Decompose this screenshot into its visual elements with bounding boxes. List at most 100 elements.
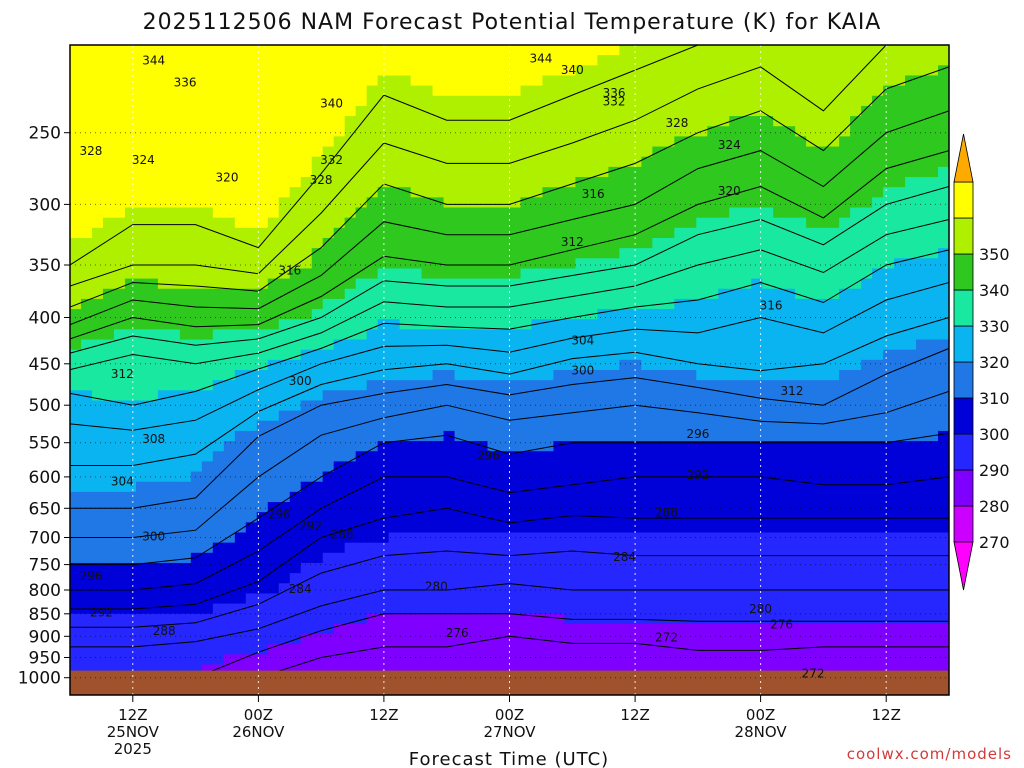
theta-cell — [630, 268, 642, 280]
theta-cell — [553, 258, 566, 270]
theta-cell — [509, 116, 522, 127]
theta-cell — [124, 552, 137, 564]
theta-cell — [652, 512, 664, 523]
theta-cell — [388, 207, 401, 219]
theta-cell — [311, 217, 324, 229]
theta-cell — [179, 603, 192, 615]
theta-cell — [597, 288, 609, 300]
theta-cell — [322, 45, 335, 56]
theta-cell — [773, 309, 785, 320]
theta-cell — [498, 258, 511, 270]
theta-cell — [773, 380, 785, 391]
theta-cell — [509, 55, 522, 66]
theta-cell — [377, 55, 390, 66]
theta-cell — [267, 654, 280, 666]
theta-cell — [641, 441, 653, 452]
theta-cell — [883, 298, 895, 310]
theta-cell — [575, 349, 588, 361]
theta-cell — [487, 136, 500, 148]
theta-cell — [344, 319, 357, 330]
theta-cell — [784, 248, 796, 259]
theta-cell — [883, 451, 895, 463]
theta-cell — [740, 319, 752, 330]
theta-cell — [410, 278, 423, 290]
theta-cell — [696, 430, 708, 442]
theta-cell — [509, 481, 522, 493]
theta-cell — [817, 329, 829, 341]
theta-cell — [355, 329, 368, 341]
theta-cell — [399, 491, 412, 503]
theta-cell — [553, 177, 566, 188]
theta-cell — [641, 116, 653, 127]
theta-cell — [817, 522, 829, 534]
theta-cell — [586, 532, 598, 544]
theta-cell — [498, 664, 511, 676]
theta-cell — [608, 532, 620, 544]
theta-cell — [883, 644, 895, 655]
theta-cell — [168, 410, 181, 422]
theta-cell — [685, 420, 697, 432]
theta-cell — [498, 339, 511, 351]
theta-cell — [487, 197, 500, 209]
theta-cell — [344, 288, 357, 300]
theta-cell — [278, 207, 291, 219]
theta-cell — [70, 441, 82, 452]
theta-cell — [322, 471, 335, 483]
theta-cell — [124, 623, 137, 635]
theta-cell — [311, 197, 324, 209]
theta-cell — [773, 603, 785, 615]
theta-cell — [729, 65, 741, 77]
theta-cell — [146, 593, 159, 605]
theta-cell — [916, 380, 928, 391]
theta-cell — [344, 339, 357, 351]
theta-cell — [773, 471, 785, 483]
theta-cell — [498, 420, 511, 432]
theta-cell — [575, 65, 588, 77]
theta-cell — [641, 532, 653, 544]
theta-cell — [795, 197, 807, 209]
theta-cell — [553, 248, 566, 259]
theta-cell — [542, 430, 555, 442]
theta-cell — [894, 512, 906, 523]
theta-cell — [916, 258, 928, 270]
theta-cell — [432, 654, 445, 666]
theta-cell — [520, 512, 533, 523]
theta-cell — [113, 258, 126, 270]
theta-cell — [817, 491, 829, 503]
theta-cell — [421, 390, 434, 402]
theta-cell — [135, 370, 148, 381]
theta-cell — [795, 634, 807, 645]
theta-cell — [135, 359, 148, 371]
theta-cell — [905, 105, 917, 117]
theta-cell — [784, 502, 796, 513]
theta-cell — [685, 227, 697, 239]
theta-cell — [465, 146, 478, 158]
theta-cell — [905, 623, 917, 635]
theta-cell — [586, 522, 598, 534]
theta-cell — [663, 126, 675, 138]
theta-cell — [641, 227, 653, 239]
theta-cell — [168, 268, 181, 280]
theta-cell — [322, 95, 335, 107]
theta-cell — [201, 268, 214, 280]
theta-cell — [883, 166, 895, 178]
theta-cell — [564, 65, 577, 77]
theta-cell — [608, 55, 620, 66]
theta-cell — [410, 258, 423, 270]
theta-cell — [597, 217, 609, 229]
theta-cell — [861, 329, 873, 341]
theta-cell — [487, 288, 500, 300]
theta-cell — [817, 227, 829, 239]
theta-cell — [795, 95, 807, 107]
theta-cell — [872, 583, 884, 595]
theta-cell — [432, 644, 445, 655]
theta-cell — [91, 105, 104, 117]
theta-cell — [311, 136, 324, 148]
theta-cell — [883, 136, 895, 148]
theta-cell — [828, 603, 840, 615]
theta-cell — [597, 197, 609, 209]
theta-cell — [773, 136, 785, 148]
theta-cell — [685, 309, 697, 320]
theta-cell — [366, 197, 379, 209]
theta-cell — [289, 349, 302, 361]
